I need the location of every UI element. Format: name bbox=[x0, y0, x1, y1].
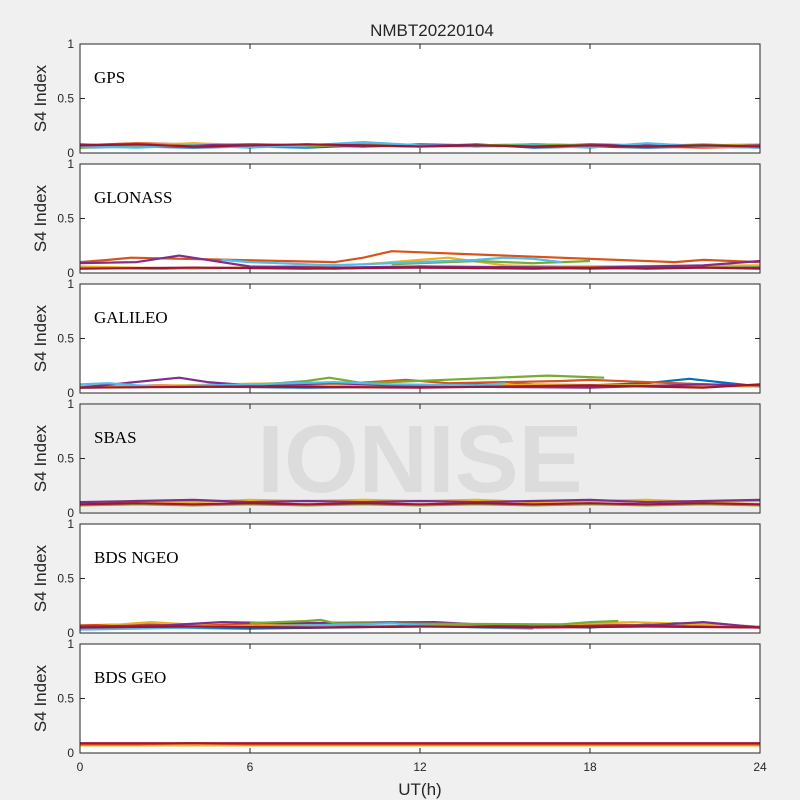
x-tick-label: 6 bbox=[247, 760, 254, 774]
panel-glonass: 0 0.5 1 GLONASS S4 Index bbox=[31, 157, 761, 280]
x-tick-label: 0 bbox=[77, 760, 84, 774]
y-tick-label: 0 bbox=[67, 386, 74, 400]
panel-label: GLONASS bbox=[94, 188, 172, 207]
x-tick-label: 12 bbox=[413, 760, 427, 774]
series-line-2 bbox=[79, 250, 761, 264]
y-tick-label: 0.5 bbox=[57, 692, 74, 706]
y-tick-label: 0.5 bbox=[57, 92, 74, 106]
y-tick-label: 1 bbox=[67, 157, 74, 171]
x-tick-label: 18 bbox=[583, 760, 597, 774]
series-line-2 bbox=[79, 498, 761, 504]
y-tick-label: 0.5 bbox=[57, 332, 74, 346]
x-axis-label: UT(h) bbox=[398, 780, 441, 799]
panel-gps: 0 0.5 1 GPS S4 Index bbox=[31, 37, 761, 160]
plot-area bbox=[80, 644, 760, 753]
y-axis-label: S4 Index bbox=[31, 64, 50, 132]
y-tick-label: 0.5 bbox=[57, 212, 74, 226]
y-tick-label: 1 bbox=[67, 637, 74, 651]
y-axis-label: S4 Index bbox=[31, 184, 50, 252]
panel-label: SBAS bbox=[94, 428, 137, 447]
panel-sbas: IONISE 0 0.5 1 SBAS S4 Index bbox=[31, 397, 761, 520]
panel-label: BDS GEO bbox=[94, 668, 166, 687]
figure-title: NMBT20220104 bbox=[370, 21, 494, 40]
series-line-7 bbox=[79, 383, 761, 389]
plot-area bbox=[80, 284, 760, 393]
series-line-4 bbox=[79, 502, 761, 506]
panel-galileo: 0 0.5 1 GALILEO S4 Index bbox=[31, 277, 761, 400]
y-axis-label: S4 Index bbox=[31, 664, 50, 732]
panel-label: GALILEO bbox=[94, 308, 168, 327]
series-line-7 bbox=[79, 143, 761, 148]
y-tick-label: 0 bbox=[67, 626, 74, 640]
y-axis-label: S4 Index bbox=[31, 544, 50, 612]
y-axis-label: S4 Index bbox=[31, 424, 50, 492]
y-tick-label: 0 bbox=[67, 146, 74, 160]
series-line-6 bbox=[221, 256, 562, 267]
panel-bds-geo: 0 0.5 1 0 6 12 18 24 BDS GEO S4 Index bbox=[31, 637, 767, 774]
y-tick-label: 0 bbox=[67, 746, 74, 760]
y-tick-label: 0 bbox=[67, 266, 74, 280]
y-tick-label: 0.5 bbox=[57, 452, 74, 466]
y-tick-label: 0 bbox=[67, 506, 74, 520]
series-line-7 bbox=[79, 625, 761, 629]
panel-bds-ngeo: 0 0.5 1 BDS NGEO S4 Index bbox=[31, 517, 761, 640]
watermark-text: IONISE bbox=[257, 406, 582, 513]
y-tick-label: 1 bbox=[67, 37, 74, 51]
plot-area bbox=[80, 164, 760, 273]
y-axis-label: S4 Index bbox=[31, 304, 50, 372]
y-tick-label: 1 bbox=[67, 517, 74, 531]
series-line-6 bbox=[79, 381, 506, 388]
plot-area bbox=[80, 44, 760, 153]
watermark-band bbox=[81, 405, 759, 512]
panel-label: GPS bbox=[94, 68, 125, 87]
y-tick-label: 1 bbox=[67, 277, 74, 291]
series-line-7 bbox=[79, 266, 761, 270]
panel-label: BDS NGEO bbox=[94, 548, 179, 567]
y-tick-label: 0.5 bbox=[57, 572, 74, 586]
plot-area bbox=[80, 524, 760, 633]
y-tick-label: 1 bbox=[67, 397, 74, 411]
panels: 0 0.5 1 GPS S4 Index 0 0.5 1 GLONASS S4 Index 0 0.5… bbox=[31, 37, 767, 774]
x-tick-label: 24 bbox=[753, 760, 767, 774]
series-line-5 bbox=[249, 618, 619, 626]
